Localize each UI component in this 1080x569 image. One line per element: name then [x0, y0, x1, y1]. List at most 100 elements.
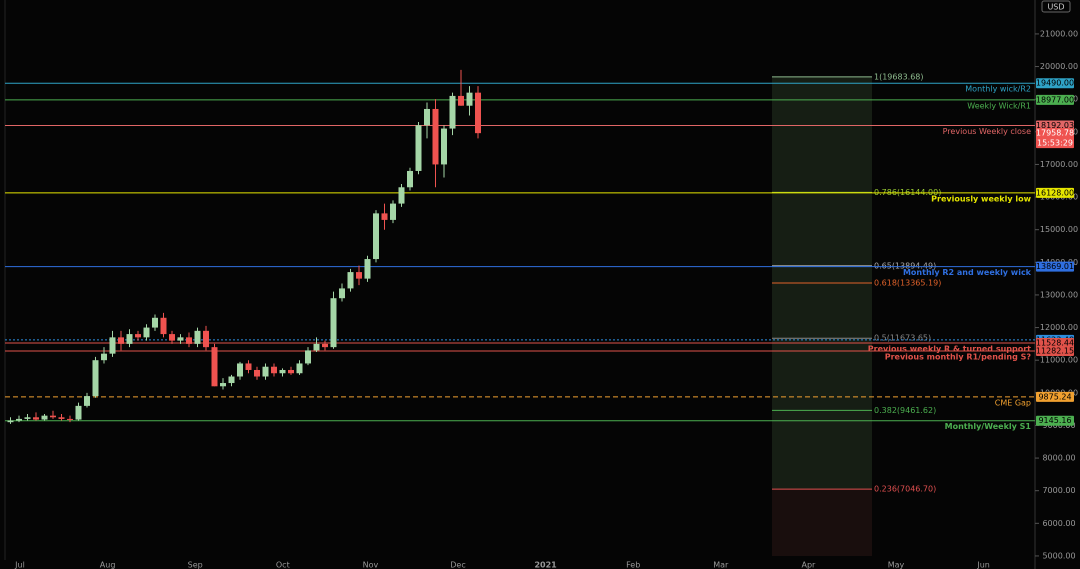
level-label: Previous Weekly close — [943, 127, 1031, 136]
candle-body — [33, 417, 39, 420]
y-tick-label: 5000.00 — [1042, 551, 1075, 560]
candle-body — [356, 272, 362, 279]
price-tag-label: 16128.00 — [1036, 188, 1074, 197]
fib-label: 0.382(9461.62) — [874, 406, 936, 415]
level-label: CME Gap — [995, 398, 1031, 407]
price-tag-label: 9145.16 — [1038, 416, 1071, 425]
candle-body — [109, 337, 116, 354]
level-label: Monthly/Weekly S1 — [945, 422, 1032, 431]
x-tick-label: Jul — [14, 561, 25, 569]
y-tick-label: 17000.00 — [1040, 160, 1078, 169]
y-tick-label: 15000.00 — [1040, 225, 1078, 234]
fib-label: 0.65(13894.49) — [874, 261, 936, 270]
currency-box[interactable] — [1041, 0, 1071, 13]
x-tick-label: Oct — [276, 561, 290, 569]
currency[interactable]: USD — [1047, 3, 1064, 12]
y-tick-label: 13000.00 — [1040, 290, 1078, 299]
x-tick-label: Aug — [100, 561, 116, 569]
candle-body — [203, 330, 209, 348]
candle-body — [160, 317, 167, 335]
candle-body — [194, 330, 201, 344]
candle-body — [305, 350, 311, 364]
level-label: Monthly R2 and weekly wick — [903, 268, 1032, 277]
x-tick-label: Apr — [801, 561, 816, 569]
candle-body — [186, 337, 192, 344]
fib-zone — [772, 76, 872, 557]
fib-label: 0.236(7046.70) — [874, 485, 936, 494]
candle-body — [458, 95, 464, 106]
price-tag-label: 9875.24 — [1038, 392, 1071, 401]
candle-body — [177, 337, 184, 341]
y-tick-label: 11000.00 — [1040, 356, 1078, 365]
candle-body — [7, 420, 14, 423]
price-tag-label: 18977.00 — [1036, 95, 1074, 104]
candle-body — [407, 170, 413, 188]
candle-body — [245, 363, 252, 370]
price-tag-label: 18192.03 — [1036, 121, 1074, 130]
price-tag — [1036, 261, 1074, 272]
candle-body — [75, 405, 82, 420]
candle-body — [254, 369, 260, 377]
candle-body — [169, 334, 175, 341]
last-price-tag — [1036, 128, 1074, 149]
candle-body — [347, 272, 354, 289]
candle-body — [152, 317, 158, 328]
candle-body — [101, 353, 107, 361]
price-tag — [1036, 78, 1074, 89]
x-tick-label: Jun — [976, 561, 990, 569]
price-tag — [1036, 337, 1074, 348]
price-tag — [1036, 94, 1074, 105]
y-tick-label: 21000.00 — [1040, 29, 1078, 38]
x-tick-label: Feb — [626, 561, 640, 569]
x-tick-label: 2021 — [534, 561, 557, 569]
candle-body — [279, 369, 286, 374]
level-label: Previous monthly R1/pending S? — [885, 352, 1032, 361]
x-tick-label: Dec — [450, 561, 465, 569]
y-tick-label: 6000.00 — [1042, 519, 1075, 528]
fib-label: 0.786(16144.00) — [874, 188, 941, 197]
candle-body — [24, 417, 31, 419]
candle-body — [288, 369, 294, 374]
level-label: Weekly Wick/R1 — [967, 101, 1031, 110]
candle-body — [118, 337, 124, 344]
y-tick-label: 20000.00 — [1040, 62, 1078, 71]
candle-body — [296, 363, 303, 374]
candle-body — [313, 343, 320, 351]
candle-body — [67, 418, 73, 420]
price-tag-label: 19490.00 — [1036, 79, 1074, 88]
price-tag-label: 11528.44 — [1036, 338, 1074, 347]
candle-body — [126, 334, 133, 344]
price-tag-label: 11282.15 — [1036, 346, 1074, 355]
candle-body — [381, 213, 388, 220]
candle-body — [322, 343, 328, 348]
candle-body — [390, 203, 396, 220]
x-tick-label: May — [888, 561, 905, 569]
candle-body — [50, 415, 56, 418]
candle-body — [330, 298, 337, 348]
level-label: Previous weekly R & turned support — [868, 344, 1031, 353]
candle-body — [58, 417, 65, 419]
price-tag — [1036, 345, 1074, 356]
fib-zone-lower — [772, 489, 872, 556]
candle-body — [398, 187, 405, 204]
candle-body — [364, 259, 371, 279]
candle-body — [415, 125, 422, 171]
candle-body — [237, 363, 243, 377]
y-tick-label: 7000.00 — [1042, 486, 1075, 495]
level-label: Previously weekly low — [931, 194, 1031, 203]
fib-label: 0.618(13365.19) — [874, 279, 941, 288]
candle-body — [41, 415, 48, 420]
candle-body — [466, 92, 473, 106]
y-tick-label: 8000.00 — [1042, 454, 1075, 463]
last-price: 17958.78 — [1036, 129, 1074, 138]
candle-body — [475, 92, 481, 134]
countdown: 15:53:29 — [1037, 139, 1073, 148]
candle-body — [92, 360, 99, 397]
price-tag — [1036, 415, 1074, 426]
candle-body — [373, 213, 379, 260]
y-tick-label: 12000.00 — [1040, 323, 1078, 332]
candle-body — [135, 334, 141, 338]
fib-label: 1(19683.68) — [874, 72, 924, 81]
x-tick-label: Nov — [363, 561, 379, 569]
